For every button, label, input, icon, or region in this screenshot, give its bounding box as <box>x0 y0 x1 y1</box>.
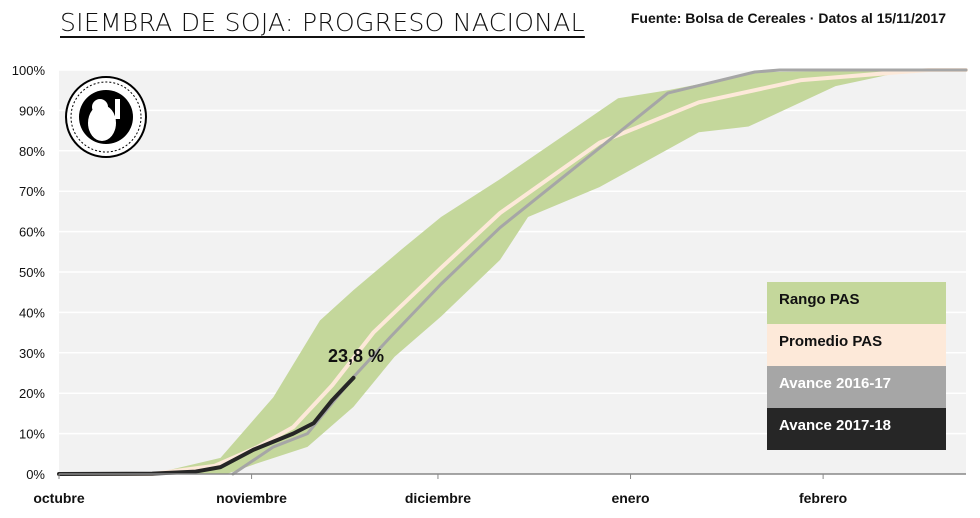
logo <box>65 76 147 158</box>
x-tick-label: octubre <box>33 490 85 506</box>
chart-source: Fuente: Bolsa de Cereales · Datos al 15/… <box>630 10 946 26</box>
y-tick-label: 40% <box>19 305 45 320</box>
y-tick-label: 100% <box>12 63 46 78</box>
y-tick-label: 60% <box>19 225 45 240</box>
x-tick-label: enero <box>611 490 649 506</box>
legend: Rango PAS Promedio PAS Avance 2016-17 Av… <box>767 282 946 450</box>
x-tick-label: febrero <box>799 490 847 506</box>
y-tick-label: 30% <box>19 346 45 361</box>
y-tick-label: 80% <box>19 144 45 159</box>
mean-line <box>57 68 968 476</box>
y-tick-label: 20% <box>19 386 45 401</box>
x-tick-label: noviembre <box>216 490 287 506</box>
x-tick-label: diciembre <box>405 490 471 506</box>
y-tick-label: 50% <box>19 265 45 280</box>
legend-avance-2016-17: Avance 2016-17 <box>767 366 946 408</box>
legend-promedio-pas: Promedio PAS <box>767 324 946 366</box>
chart-title: SIEMBRA DE SOJA: PROGRESO NACIONAL <box>60 8 585 37</box>
y-tick-label: 70% <box>19 184 45 199</box>
annotation-current: 23,8 % <box>328 346 384 366</box>
legend-rango-pas: Rango PAS <box>767 282 946 324</box>
avance-2016-17-line <box>231 68 968 476</box>
y-tick-label: 0% <box>26 467 45 482</box>
legend-avance-2017-18: Avance 2017-18 <box>767 408 946 450</box>
y-tick-label: 90% <box>19 103 45 118</box>
avance-2017-18-line <box>57 375 356 476</box>
y-tick-label: 10% <box>19 427 45 442</box>
